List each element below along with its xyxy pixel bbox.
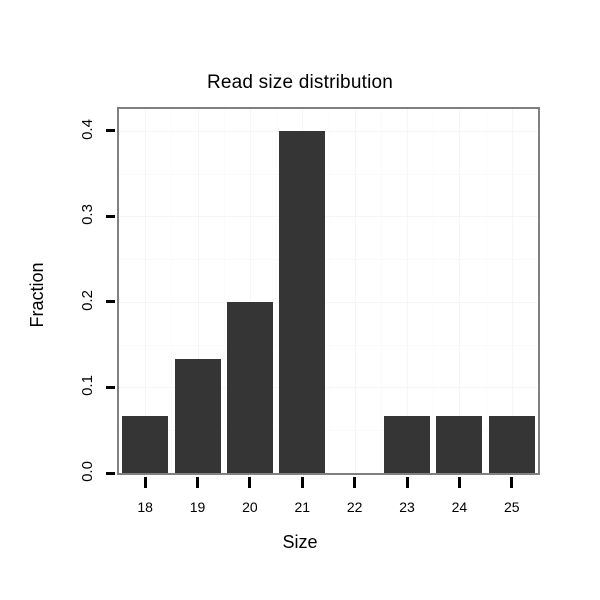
plot-area [119,109,538,473]
bar [122,415,169,473]
y-axis-tick [106,471,115,475]
x-axis-tick-label: 21 [294,499,311,515]
y-axis-tick [106,129,115,133]
bar [174,359,221,473]
x-axis-tick [457,477,461,488]
bar [226,302,273,473]
y-axis-title: Fraction [27,262,47,328]
bar [436,415,483,473]
y-axis-tick [106,300,115,304]
x-axis-tick-label: 20 [242,499,258,515]
gridline-vertical-minor [276,109,278,473]
y-axis-tick [106,385,115,389]
gridline-vertical-minor [485,109,487,473]
x-axis-tick-label: 19 [189,499,206,515]
gridline-vertical [407,109,409,473]
y-axis-tick [106,214,115,218]
x-axis-tick [510,477,514,488]
gridline-vertical [249,109,251,473]
gridline-vertical [197,109,199,473]
gridline-vertical-minor [171,109,173,473]
bar [384,415,431,473]
bar [279,130,326,473]
plot-panel [117,107,540,475]
x-axis-tick-label: 23 [399,499,415,515]
x-axis-tick-label: 25 [504,499,520,515]
gridline-vertical [459,109,461,473]
x-axis-tick [405,477,409,488]
gridline-vertical [511,109,513,473]
x-axis-tick [353,477,357,488]
chart-title: Read size distribution [206,72,394,93]
x-axis-tick [248,477,252,488]
x-axis-tick [143,477,147,488]
gridline-vertical-minor [223,109,225,473]
bar [488,415,535,473]
gridline-vertical-minor [380,109,382,473]
x-axis-title: Size [282,532,318,552]
y-axis-tick-label: 0.4 [79,119,97,140]
x-axis-tick-label: 24 [451,499,468,515]
gridline-vertical [354,109,356,473]
gridline-vertical [145,109,147,473]
x-axis-tick [300,477,304,488]
x-axis-tick-label: 22 [346,499,363,515]
gridline-horizontal [119,473,538,474]
gridline-vertical-minor [328,109,330,473]
gridline-vertical-minor [538,109,539,473]
x-axis-tick-label: 18 [137,499,153,515]
y-axis-tick-label: 0.0 [79,461,97,482]
gridline-vertical-minor [433,109,435,473]
x-axis-tick [196,477,200,488]
